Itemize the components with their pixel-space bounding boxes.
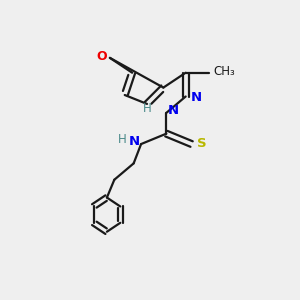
- Text: N: N: [168, 104, 179, 117]
- Text: H: H: [117, 133, 126, 146]
- Text: CH₃: CH₃: [213, 65, 235, 78]
- Text: S: S: [197, 137, 207, 150]
- Text: O: O: [96, 50, 107, 63]
- Text: N: N: [128, 135, 140, 148]
- Text: N: N: [191, 92, 202, 104]
- Text: H: H: [143, 102, 152, 115]
